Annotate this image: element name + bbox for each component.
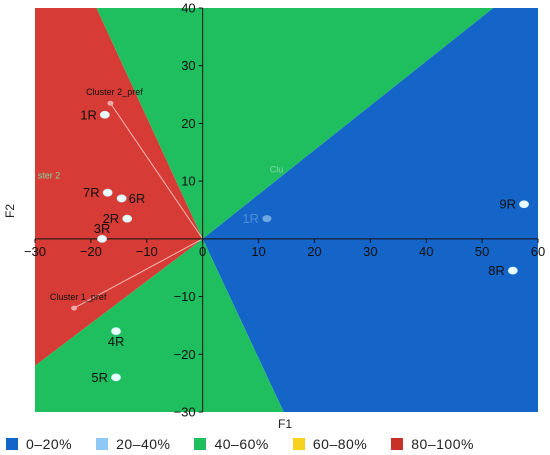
legend-swatch [96, 438, 109, 450]
faint-label: ster 2 [38, 170, 61, 180]
y-tick-label: −10 [174, 289, 196, 304]
data-point [507, 266, 518, 275]
point-label: 7R [83, 185, 100, 200]
y-tick-label: 30 [181, 58, 195, 73]
cluster-pref-label: Cluster 2_pref [86, 87, 143, 97]
x-tick-label: 50 [475, 244, 489, 259]
legend-item: 0–20% [6, 436, 72, 452]
legend-label: 60–80% [312, 436, 368, 452]
legend: 0–20% 20–40% 40–60% 60–80% 80–100% [6, 436, 498, 452]
point-label: 9R [499, 197, 516, 212]
y-tick-label: 20 [181, 116, 195, 131]
data-point [116, 194, 127, 203]
legend-label: 80–100% [411, 436, 474, 452]
legend-item: 60–80% [292, 436, 368, 452]
data-point [97, 234, 107, 243]
cluster-pref-line [110, 102, 204, 240]
legend-label: 40–60% [214, 436, 269, 452]
point-label: 2R [103, 211, 120, 226]
cluster-pref-line [73, 238, 203, 309]
y-tick-label: 40 [181, 1, 195, 16]
point-label: 8R [488, 263, 505, 278]
data-point [111, 327, 121, 336]
point-label: 3R [94, 221, 111, 236]
legend-label: 20–40% [116, 436, 171, 452]
legend-swatch [6, 438, 18, 450]
region-1 [96, 8, 494, 239]
x-tick-label: 60 [531, 244, 545, 259]
region-2 [202, 8, 538, 412]
y-tick-label: −20 [174, 347, 196, 362]
region-0 [35, 8, 203, 366]
point-label: 5R [91, 370, 108, 385]
data-point [122, 214, 133, 223]
cluster-lines [73, 102, 204, 309]
data-point [262, 215, 272, 223]
y-tick-label: 10 [181, 174, 195, 189]
data-point [111, 373, 121, 382]
y-tick-label: −30 [174, 405, 196, 420]
data-point [99, 110, 110, 119]
y-axis-label: F2 [3, 204, 17, 218]
x-tick-label: 10 [251, 244, 265, 259]
data-point [102, 188, 113, 197]
x-tick-label: −10 [136, 244, 158, 259]
legend-label: 0–20% [26, 436, 73, 452]
point-label: 1R [242, 211, 259, 226]
legend-item: 80–100% [391, 436, 474, 452]
x-tick-label: 40 [419, 244, 433, 259]
x-axis-label: F1 [278, 417, 292, 431]
legend-item: 20–40% [96, 436, 170, 452]
legend-swatch [292, 438, 305, 450]
legend-swatch [391, 438, 404, 450]
x-tick-label: 30 [363, 244, 377, 259]
cluster-pref-marker [71, 305, 78, 311]
data-point [519, 200, 529, 209]
legend-swatch [194, 438, 207, 450]
region-3 [35, 238, 284, 412]
probability-regions [35, 8, 538, 412]
cluster-pref-marker [107, 100, 114, 106]
legend-item: 40–60% [194, 436, 268, 452]
x-tick-label: 20 [307, 244, 321, 259]
x-tick-label: −20 [80, 244, 102, 259]
point-label: 1R [80, 107, 97, 122]
axes: −30 −20 −10 0 10 20 30 40 50 60 −30 −20 −10 10 20 30 40 [24, 1, 545, 420]
cluster-pref-label: Cluster 1_pref [50, 292, 107, 302]
x-tick-label: −30 [24, 244, 46, 259]
faint-label: Clu [270, 164, 284, 174]
x-tick-label: 0 [199, 244, 206, 259]
point-label: 6R [129, 191, 146, 206]
point-label: 4R [108, 334, 125, 349]
